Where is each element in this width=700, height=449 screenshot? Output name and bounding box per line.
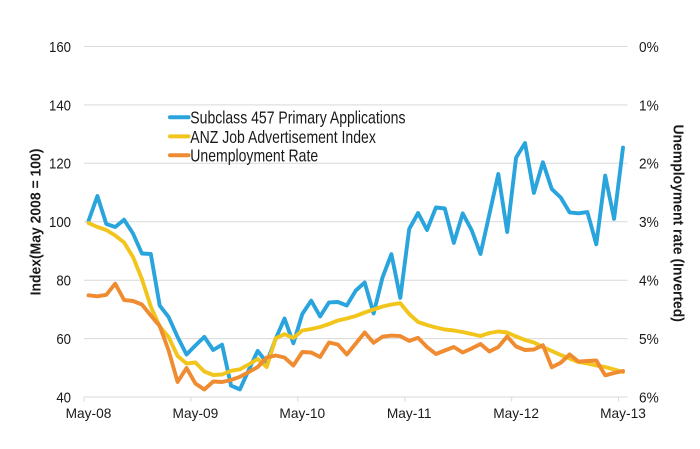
svg-text:1%: 1% <box>639 98 659 115</box>
svg-text:May-08: May-08 <box>66 405 112 421</box>
svg-text:160: 160 <box>49 38 71 55</box>
svg-text:Unemployment Rate: Unemployment Rate <box>190 146 318 166</box>
svg-text:40: 40 <box>56 389 71 406</box>
svg-text:4%: 4% <box>639 273 659 290</box>
svg-text:Index(May 2008 = 100): Index(May 2008 = 100) <box>28 148 45 295</box>
svg-text:80: 80 <box>56 272 71 289</box>
svg-text:140: 140 <box>49 96 71 113</box>
svg-text:3%: 3% <box>639 215 659 232</box>
svg-text:100: 100 <box>49 213 71 230</box>
svg-text:120: 120 <box>49 155 71 172</box>
svg-text:May-10: May-10 <box>279 405 325 421</box>
svg-text:May-11: May-11 <box>387 405 432 421</box>
svg-text:0%: 0% <box>639 39 659 56</box>
svg-text:May-13: May-13 <box>600 405 646 421</box>
svg-text:60: 60 <box>56 330 71 347</box>
svg-text:2%: 2% <box>639 156 659 173</box>
svg-text:Subclass 457 Primary Applicati: Subclass 457 Primary Applications <box>190 108 405 128</box>
svg-text:ANZ Job Advertisement Index: ANZ Job Advertisement Index <box>190 127 376 147</box>
svg-text:6%: 6% <box>639 390 659 407</box>
svg-text:Unemployment rate (Inverted): Unemployment rate (Inverted) <box>669 124 686 322</box>
svg-text:May-09: May-09 <box>173 405 219 421</box>
svg-text:5%: 5% <box>639 331 659 348</box>
svg-text:May-12: May-12 <box>493 405 539 421</box>
